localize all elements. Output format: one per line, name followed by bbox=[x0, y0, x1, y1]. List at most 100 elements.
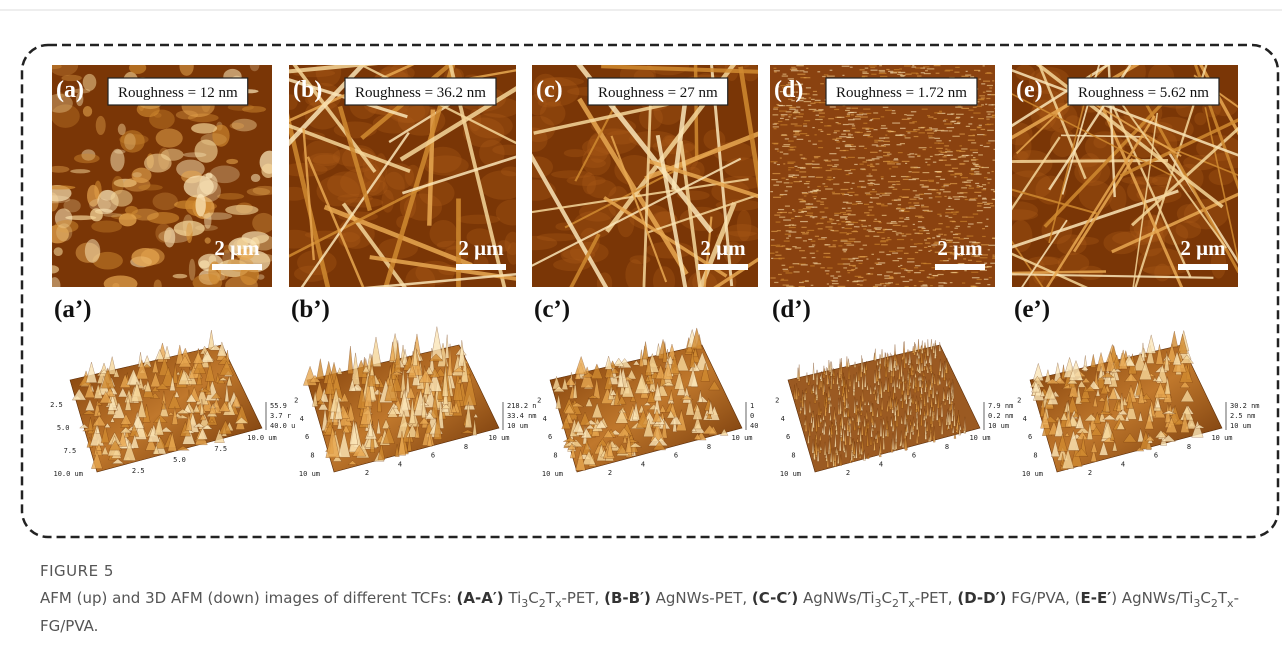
texture bbox=[991, 189, 995, 190]
texture bbox=[832, 283, 839, 284]
texture bbox=[791, 218, 794, 219]
texture bbox=[786, 238, 789, 239]
texture bbox=[579, 203, 616, 222]
texture bbox=[889, 276, 893, 277]
texture bbox=[896, 181, 900, 182]
texture bbox=[808, 105, 812, 106]
texture bbox=[930, 156, 933, 157]
texture bbox=[848, 272, 851, 273]
panel-label-3d: (b’) bbox=[291, 296, 330, 323]
texture bbox=[923, 263, 931, 264]
texture bbox=[836, 122, 839, 123]
texture bbox=[982, 236, 986, 237]
texture bbox=[976, 261, 982, 262]
texture bbox=[879, 222, 882, 223]
texture bbox=[881, 125, 886, 126]
texture bbox=[774, 70, 780, 71]
texture bbox=[780, 124, 787, 125]
texture bbox=[883, 107, 889, 108]
texture bbox=[778, 209, 784, 210]
texture bbox=[788, 169, 791, 170]
texture bbox=[861, 220, 866, 221]
texture bbox=[850, 169, 856, 170]
texture bbox=[931, 189, 938, 190]
texture bbox=[785, 190, 788, 191]
caption-segment: 2 bbox=[539, 597, 546, 610]
texture bbox=[824, 160, 829, 161]
texture bbox=[836, 141, 839, 142]
texture bbox=[809, 97, 811, 98]
texture bbox=[899, 196, 901, 197]
texture bbox=[977, 203, 982, 204]
texture bbox=[138, 184, 163, 190]
texture bbox=[876, 194, 880, 195]
texture bbox=[845, 219, 848, 220]
texture bbox=[872, 189, 874, 190]
texture bbox=[868, 225, 871, 226]
texture bbox=[900, 265, 902, 266]
texture bbox=[813, 111, 815, 112]
texture bbox=[793, 136, 796, 137]
texture bbox=[820, 204, 824, 205]
texture bbox=[771, 239, 775, 240]
texture bbox=[801, 211, 807, 212]
texture bbox=[935, 130, 942, 131]
texture bbox=[928, 180, 934, 181]
texture bbox=[131, 248, 159, 267]
texture bbox=[830, 70, 833, 71]
texture bbox=[947, 127, 955, 128]
texture bbox=[809, 109, 817, 110]
texture bbox=[852, 125, 855, 126]
texture bbox=[911, 167, 918, 168]
texture bbox=[846, 234, 849, 235]
texture bbox=[828, 229, 832, 230]
texture bbox=[948, 130, 952, 131]
texture bbox=[812, 161, 815, 162]
axis-label-3d: 4 bbox=[641, 460, 645, 468]
texture bbox=[897, 239, 904, 240]
texture bbox=[977, 205, 982, 206]
texture bbox=[933, 162, 936, 163]
texture bbox=[846, 210, 852, 211]
texture bbox=[886, 254, 891, 255]
texture bbox=[775, 148, 779, 149]
texture bbox=[892, 253, 898, 254]
texture bbox=[927, 115, 930, 116]
texture bbox=[930, 250, 932, 251]
texture bbox=[776, 181, 782, 182]
texture bbox=[875, 263, 879, 264]
texture bbox=[779, 217, 785, 218]
texture bbox=[977, 279, 982, 280]
texture bbox=[878, 262, 885, 263]
figure-caption: AFM (up) and 3D AFM (down) images of dif… bbox=[40, 587, 1240, 638]
axis-label-3d: 8 bbox=[553, 452, 557, 460]
axis-label-3d: 6 bbox=[1028, 433, 1032, 441]
texture bbox=[800, 221, 808, 222]
texture bbox=[829, 286, 833, 287]
texture bbox=[932, 237, 935, 238]
texture bbox=[984, 279, 988, 280]
texture bbox=[966, 217, 973, 218]
texture bbox=[856, 201, 862, 202]
texture bbox=[919, 198, 923, 199]
texture bbox=[924, 230, 930, 231]
texture bbox=[967, 226, 970, 227]
texture bbox=[991, 94, 997, 95]
texture bbox=[153, 193, 178, 211]
texture bbox=[974, 174, 982, 175]
texture bbox=[986, 143, 990, 144]
texture bbox=[980, 145, 983, 146]
texture bbox=[950, 282, 953, 283]
texture bbox=[782, 265, 786, 266]
texture bbox=[868, 273, 871, 274]
texture bbox=[797, 139, 804, 140]
texture bbox=[814, 134, 816, 135]
texture bbox=[861, 224, 863, 225]
caption-segment: T bbox=[899, 589, 908, 607]
texture bbox=[857, 284, 860, 285]
texture bbox=[790, 147, 794, 148]
texture bbox=[841, 221, 846, 222]
texture bbox=[813, 94, 818, 95]
texture bbox=[988, 114, 991, 115]
texture bbox=[885, 135, 887, 136]
